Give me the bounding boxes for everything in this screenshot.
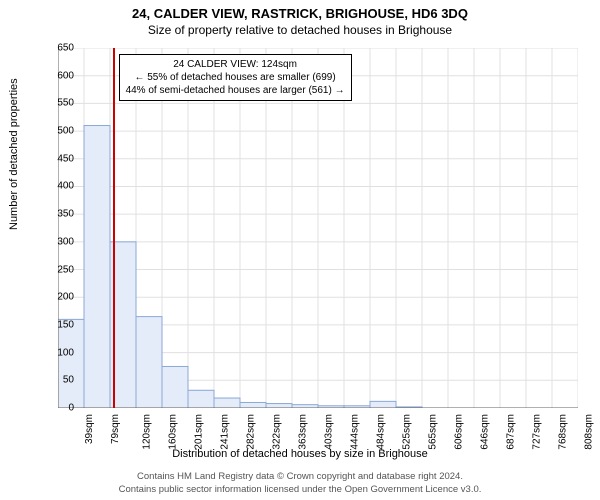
y-tick-label: 100 (44, 347, 74, 358)
x-tick-label: 201sqm (194, 414, 205, 450)
y-tick-label: 300 (44, 236, 74, 247)
y-tick-label: 450 (44, 153, 74, 164)
y-tick-label: 500 (44, 126, 74, 137)
x-tick-label: 606sqm (454, 414, 465, 450)
x-tick-label: 444sqm (350, 414, 361, 450)
footer-line2: Contains public sector information licen… (0, 484, 600, 496)
y-tick-label: 550 (44, 98, 74, 109)
annotation-line2: ← 55% of detached houses are smaller (69… (126, 71, 345, 84)
x-tick-label: 484sqm (376, 414, 387, 450)
y-tick-label: 250 (44, 264, 74, 275)
x-tick-label: 363sqm (298, 414, 309, 450)
x-tick-label: 687sqm (506, 414, 517, 450)
x-tick-label: 727sqm (532, 414, 543, 450)
x-tick-label: 120sqm (142, 414, 153, 450)
chart-area: 24 CALDER VIEW: 124sqm ← 55% of detached… (58, 48, 578, 408)
y-tick-label: 600 (44, 70, 74, 81)
x-tick-label: 646sqm (480, 414, 491, 450)
x-tick-label: 403sqm (324, 414, 335, 450)
y-tick-label: 150 (44, 319, 74, 330)
y-tick-label: 50 (44, 375, 74, 386)
y-tick-label: 350 (44, 209, 74, 220)
annotation-line1: 24 CALDER VIEW: 124sqm (126, 58, 345, 71)
x-tick-label: 241sqm (220, 414, 231, 450)
x-tick-label: 79sqm (110, 414, 121, 444)
annotation-box: 24 CALDER VIEW: 124sqm ← 55% of detached… (119, 54, 352, 101)
annotation-line3: 44% of semi-detached houses are larger (… (126, 84, 345, 97)
x-tick-label: 160sqm (168, 414, 179, 450)
x-tick-label: 322sqm (272, 414, 283, 450)
x-axis-label: Distribution of detached houses by size … (0, 448, 600, 460)
histogram-plot (58, 48, 578, 408)
x-tick-label: 768sqm (558, 414, 569, 450)
x-tick-label: 282sqm (246, 414, 257, 450)
page-title: 24, CALDER VIEW, RASTRICK, BRIGHOUSE, HD… (0, 0, 600, 21)
y-tick-label: 200 (44, 292, 74, 303)
x-tick-label: 525sqm (402, 414, 413, 450)
marker-line (113, 48, 115, 408)
y-axis-label: Number of detached properties (8, 78, 20, 230)
page-subtitle: Size of property relative to detached ho… (0, 21, 600, 37)
footer-line1: Contains HM Land Registry data © Crown c… (0, 471, 600, 483)
y-tick-label: 400 (44, 181, 74, 192)
x-tick-label: 808sqm (584, 414, 595, 450)
footer: Contains HM Land Registry data © Crown c… (0, 471, 600, 496)
y-tick-label: 650 (44, 43, 74, 54)
x-tick-label: 565sqm (428, 414, 439, 450)
y-tick-label: 0 (44, 403, 74, 414)
x-tick-label: 39sqm (84, 414, 95, 444)
